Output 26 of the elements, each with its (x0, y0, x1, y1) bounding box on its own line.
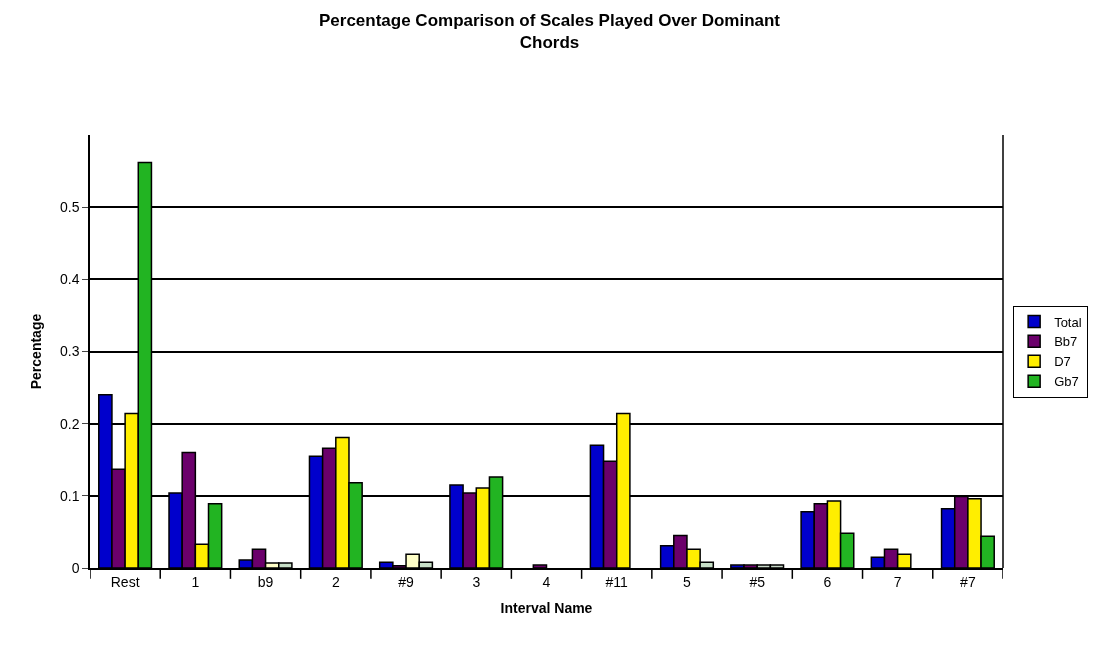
x-tick-label: #11 (605, 573, 629, 590)
y-tick-label: 0.5 (59, 199, 80, 216)
legend-label: Bb7 (1054, 334, 1078, 350)
x-tick-label: 3 (472, 573, 481, 590)
y-tick-label: 0 (71, 559, 80, 576)
x-tick-label: #9 (398, 573, 415, 590)
x-tick-label: #5 (749, 573, 766, 590)
x-tick-label: 5 (683, 573, 692, 590)
x-tick-label: 4 (542, 573, 551, 590)
chart-title: Percentage Comparison of Scales Played Over Dominant Chords (318, 10, 781, 53)
x-tick-label: #7 (960, 573, 976, 590)
y-tick-label: 0.3 (59, 343, 80, 360)
x-tick-label: 7 (893, 573, 902, 590)
x-tick-label: Rest (110, 573, 140, 590)
x-tick-label: 6 (823, 573, 832, 590)
y-axis-title: Percentage (28, 313, 45, 390)
y-tick-label: 0.2 (59, 415, 80, 432)
legend-label: D7 (1054, 354, 1071, 370)
legend-label: Gb7 (1054, 374, 1079, 390)
x-tick-label: 2 (331, 573, 340, 590)
y-tick-label: 0.1 (59, 487, 80, 504)
legend-label: Total (1054, 314, 1082, 330)
x-tick-label: 1 (191, 573, 200, 590)
x-axis-title: Interval Name (500, 600, 593, 617)
x-tick-label: b9 (257, 573, 274, 590)
y-tick-label: 0.4 (59, 271, 80, 288)
